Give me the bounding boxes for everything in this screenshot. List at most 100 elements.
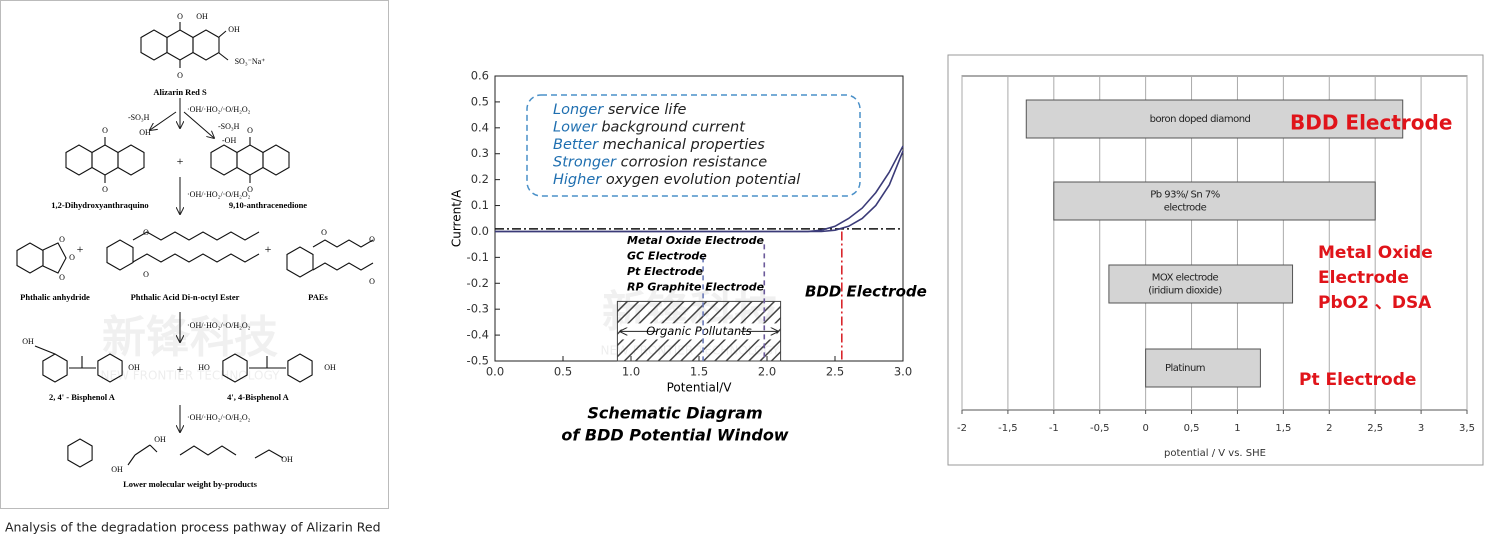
y-tick-label: 0.5 bbox=[471, 94, 489, 108]
chain bbox=[312, 262, 374, 271]
atom-label: OH bbox=[281, 455, 293, 464]
range-bar bbox=[1145, 348, 1261, 388]
bond bbox=[218, 30, 227, 38]
x-tick-label: 2 bbox=[1326, 423, 1332, 434]
x-tick-label: 0.0 bbox=[486, 365, 504, 379]
atom-label: OH bbox=[111, 465, 123, 474]
bar-label: Pb 93%/ Sn 7% bbox=[1150, 190, 1220, 201]
x-tick-label: 0,5 bbox=[1184, 423, 1200, 434]
annotation: PbO2 、DSA bbox=[1318, 293, 1432, 313]
bar-label: electrode bbox=[1164, 203, 1207, 214]
bond bbox=[34, 345, 56, 355]
region-label: Organic Pollutants bbox=[646, 324, 752, 338]
step-label: ·OH/·HO₂/·O/H₂O₂ bbox=[187, 105, 251, 114]
atom-label: OH bbox=[154, 435, 166, 444]
ring bbox=[236, 144, 264, 176]
atom-label: O bbox=[369, 235, 375, 244]
feature-text: corrosion resistance bbox=[621, 155, 768, 171]
x-tick-label: 1.5 bbox=[690, 365, 708, 379]
bar-label: boron doped diamond bbox=[1150, 114, 1251, 125]
ring bbox=[16, 242, 44, 274]
y-tick-label: -0.5 bbox=[467, 354, 489, 368]
annotation: Pt Electrode bbox=[1299, 370, 1416, 390]
compound-label: Phthalic Acid Di-n-octyl Ester bbox=[131, 292, 240, 302]
step-label: ·OH/·HO₂/·O/H₂O₂ bbox=[187, 190, 251, 199]
feature: Better mechanical properties bbox=[553, 137, 765, 153]
annotation: BDD Electrode bbox=[1290, 111, 1452, 135]
bond bbox=[218, 52, 229, 61]
plus: + bbox=[177, 362, 184, 376]
ring bbox=[42, 353, 68, 383]
x-axis-label: Potential/V bbox=[667, 381, 733, 395]
y-axis-label: Current/A bbox=[450, 189, 464, 247]
ring bbox=[140, 29, 168, 61]
feature: Higher oxygen evolution potential bbox=[553, 172, 800, 188]
y-tick-label: 0.0 bbox=[471, 224, 489, 238]
ring bbox=[166, 29, 194, 61]
panel-border bbox=[0, 0, 389, 509]
feature-highlight: Better bbox=[553, 137, 599, 153]
atom-label: OH bbox=[228, 25, 240, 34]
x-tick-label: -2 bbox=[957, 423, 967, 434]
feature-text: service life bbox=[608, 102, 687, 118]
electrode-label: RP Graphite Electrode bbox=[627, 281, 765, 294]
ring bbox=[286, 246, 314, 278]
x-tick-label: 3,5 bbox=[1459, 423, 1475, 434]
feature-highlight: Longer bbox=[553, 102, 604, 118]
watermark-tagline: NEW FRONTIER TECHNOLOGY bbox=[101, 369, 281, 383]
atom-label: O bbox=[102, 185, 108, 194]
x-tick-label: 1 bbox=[1234, 423, 1240, 434]
y-tick-label: 0.2 bbox=[471, 172, 489, 186]
x-tick-label: 1,5 bbox=[1275, 423, 1291, 434]
feature-box bbox=[526, 94, 861, 197]
chain bbox=[132, 231, 260, 241]
atom-label: OH bbox=[128, 363, 140, 372]
ring bbox=[65, 144, 93, 176]
atom-label: O bbox=[59, 273, 65, 282]
compound-label: 2, 4' - Bisphenol A bbox=[49, 392, 116, 402]
y-tick-label: 0.6 bbox=[471, 69, 489, 83]
label-bg bbox=[657, 323, 741, 340]
arrow bbox=[150, 111, 177, 130]
ring bbox=[117, 144, 145, 176]
electrode-label: GC Electrode bbox=[627, 250, 707, 263]
electrode-label: Pt Electrode bbox=[627, 265, 704, 278]
chain bbox=[179, 445, 237, 456]
electrode-label: Metal Oxide Electrode bbox=[627, 234, 764, 247]
chain bbox=[132, 253, 260, 263]
ring bbox=[222, 353, 248, 383]
atom-label: O bbox=[321, 228, 327, 237]
feature-highlight: Stronger bbox=[553, 155, 617, 171]
x-tick-label: 2.0 bbox=[758, 365, 776, 379]
atom-label: OH bbox=[139, 128, 151, 137]
ring bbox=[192, 29, 220, 61]
ring bbox=[262, 144, 290, 176]
x-tick-label: 2,5 bbox=[1367, 423, 1383, 434]
compound-label: 4', 4-Bisphenol A bbox=[227, 392, 290, 402]
caption: Analysis of the degradation process path… bbox=[5, 520, 381, 535]
atom-label: O bbox=[247, 126, 253, 135]
atom-label: O bbox=[59, 235, 65, 244]
atom-label: O bbox=[247, 185, 253, 194]
arrow bbox=[183, 111, 214, 138]
bond bbox=[134, 444, 151, 456]
chart-caption: Schematic Diagram bbox=[587, 404, 762, 423]
y-tick-label: -0.3 bbox=[467, 302, 489, 316]
plus: + bbox=[77, 242, 84, 256]
feature: Stronger corrosion resistance bbox=[553, 155, 767, 171]
x-tick-label: 3 bbox=[1418, 423, 1424, 434]
atom-label: OH bbox=[22, 337, 34, 346]
range-bar bbox=[1025, 99, 1404, 139]
chart-caption: of BDD Potential Window bbox=[561, 426, 788, 445]
y-tick-label: -0.1 bbox=[467, 250, 489, 264]
plus: + bbox=[177, 154, 184, 168]
ring bbox=[106, 239, 134, 271]
atom-label: SO₃⁻Na⁺ bbox=[235, 57, 266, 66]
ring bbox=[287, 353, 313, 383]
x-tick-label: 2.5 bbox=[826, 365, 844, 379]
y-tick-label: -0.4 bbox=[467, 328, 489, 342]
step-label: ·OH/·HO₂/·O/H₂O₂ bbox=[187, 321, 251, 330]
feature-highlight: Higher bbox=[553, 172, 602, 188]
feature-text: background current bbox=[601, 120, 746, 136]
